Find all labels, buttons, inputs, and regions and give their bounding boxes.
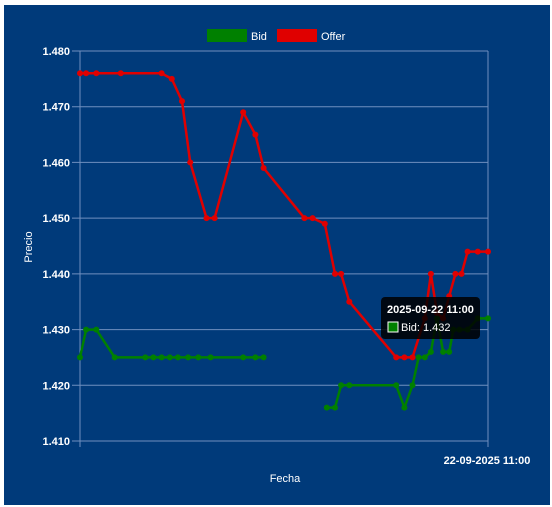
y-tick-label: 1.460 [42,157,70,169]
data-point-offer[interactable] [393,354,400,361]
series-layer [77,70,491,411]
data-point-offer[interactable] [409,354,416,361]
data-point-bid[interactable] [323,404,330,411]
data-point-bid[interactable] [401,404,408,411]
data-point-bid[interactable] [83,326,90,333]
data-point-bid[interactable] [252,354,259,361]
data-point-offer[interactable] [427,270,434,277]
data-point-offer[interactable] [187,159,194,166]
y-axis-ticks: 1.410 1.420 1.430 1.440 1.450 1.460 1.470 1.480 [42,46,70,448]
data-point-bid[interactable] [485,315,491,322]
legend[interactable]: Bid Offer [207,29,346,43]
tooltip-box [381,297,480,339]
data-point-offer[interactable] [464,248,471,255]
data-point-bid[interactable] [346,382,353,389]
legend-swatch-offer [277,29,317,42]
data-point-bid[interactable] [260,354,267,361]
data-point-offer[interactable] [458,270,465,277]
y-tick-label: 1.420 [42,380,70,392]
data-point-bid[interactable] [111,354,118,361]
data-point-offer[interactable] [452,270,459,277]
y-tick-label: 1.430 [42,325,70,337]
legend-item-bid[interactable]: Bid [207,29,267,43]
data-point-bid[interactable] [421,354,428,361]
data-point-offer[interactable] [401,354,408,361]
data-point-bid[interactable] [166,354,173,361]
data-point-bid[interactable] [158,354,165,361]
legend-label-offer: Offer [321,31,346,43]
data-point-offer[interactable] [485,248,491,255]
data-point-bid[interactable] [93,326,100,333]
data-point-bid[interactable] [427,348,434,355]
y-tick-label: 1.440 [42,269,70,281]
y-tick-label: 1.480 [42,46,70,58]
data-point-bid[interactable] [195,354,202,361]
y-tick-label: 1.450 [42,213,70,225]
tooltip-value: Bid: 1.432 [401,322,451,334]
data-point-bid[interactable] [415,354,422,361]
data-point-offer[interactable] [321,220,328,227]
x-tick-label: 22-09-2025 11:00 [444,455,531,467]
data-point-bid[interactable] [240,354,247,361]
data-point-bid[interactable] [77,354,83,361]
y-tick-label: 1.410 [42,436,70,448]
y-axis-title: Precio [23,231,35,262]
data-point-offer[interactable] [309,215,316,222]
data-point-offer[interactable] [179,98,185,105]
grid-lines [72,50,489,447]
legend-item-offer[interactable]: Offer [277,29,346,43]
data-point-offer[interactable] [211,215,218,222]
data-point-offer[interactable] [252,131,259,138]
data-point-bid[interactable] [207,354,214,361]
data-point-offer[interactable] [301,215,308,222]
data-point-bid[interactable] [409,382,416,389]
x-axis-title: Fecha [270,473,301,485]
data-point-bid[interactable] [174,354,181,361]
tooltip-title: 2025-09-22 11:00 [387,304,474,316]
data-point-bid[interactable] [332,404,338,411]
data-point-offer[interactable] [168,75,175,82]
data-point-offer[interactable] [83,70,90,77]
tooltip: 2025-09-22 11:00 Bid: 1.432 [381,297,480,339]
data-point-offer[interactable] [346,298,353,305]
data-point-offer[interactable] [240,109,247,116]
y-tick-label: 1.470 [42,102,70,114]
data-point-bid[interactable] [150,354,157,361]
data-point-offer[interactable] [338,270,345,277]
data-point-bid[interactable] [446,348,453,355]
data-point-bid[interactable] [185,354,192,361]
data-point-offer[interactable] [93,70,100,77]
data-point-offer[interactable] [77,70,83,77]
legend-swatch-bid [207,29,247,42]
data-point-offer[interactable] [158,70,165,77]
chart-panel [4,5,550,505]
tooltip-swatch [387,321,399,333]
data-point-bid[interactable] [338,382,345,389]
data-point-offer[interactable] [260,165,267,171]
data-point-bid[interactable] [393,382,400,389]
data-point-offer[interactable] [332,270,338,277]
data-point-offer[interactable] [117,70,124,77]
legend-label-bid: Bid [251,31,267,43]
data-point-offer[interactable] [474,248,481,255]
data-point-bid[interactable] [142,354,149,361]
data-point-bid[interactable] [440,348,447,355]
data-point-offer[interactable] [203,215,210,222]
